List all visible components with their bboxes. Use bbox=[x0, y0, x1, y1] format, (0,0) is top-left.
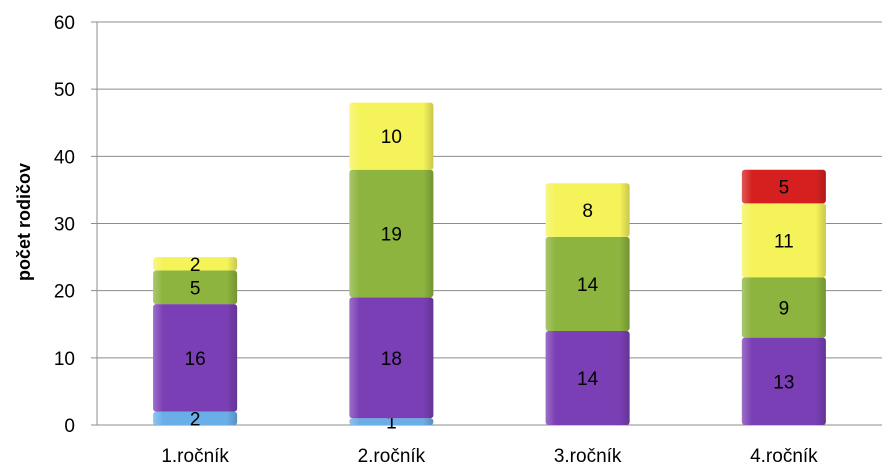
bar-segment-shading bbox=[349, 297, 434, 419]
data-label: 5 bbox=[779, 178, 790, 199]
y-tick-label: 0 bbox=[64, 416, 75, 437]
y-axis-title: počet rodičov bbox=[14, 163, 34, 281]
x-category-label: 4.ročník bbox=[750, 446, 818, 467]
x-category-label: 3.ročník bbox=[554, 446, 622, 467]
bar-segment-shading bbox=[545, 236, 630, 331]
bar-segment-shading bbox=[545, 330, 630, 425]
data-label: 10 bbox=[381, 127, 402, 148]
bar-segment-shading bbox=[349, 102, 434, 170]
bar-segment-shading bbox=[153, 270, 238, 305]
data-label: 14 bbox=[577, 275, 599, 296]
y-axis-ticks: 0 10 20 30 40 50 60 bbox=[54, 13, 75, 437]
data-label: 8 bbox=[582, 201, 593, 222]
y-tick-label: 50 bbox=[54, 80, 75, 101]
data-label: 16 bbox=[185, 349, 206, 370]
data-label: 2 bbox=[190, 409, 201, 430]
y-tick-label: 40 bbox=[54, 147, 75, 168]
data-label: 19 bbox=[381, 225, 402, 246]
data-label: 18 bbox=[381, 349, 402, 370]
bar-segment-shading bbox=[741, 203, 826, 278]
bar-segment-shading bbox=[349, 169, 434, 298]
data-label: 9 bbox=[779, 298, 790, 319]
y-tick-label: 60 bbox=[54, 13, 75, 34]
x-category-label: 2.ročník bbox=[358, 446, 426, 467]
bar-segment-shading bbox=[153, 411, 238, 425]
bar-segment-shading bbox=[153, 304, 238, 412]
bar-segment-shading bbox=[153, 257, 238, 271]
bar-segment-shading bbox=[741, 169, 826, 204]
x-axis-categories: 1.ročník 2.ročník 3.ročník 4.ročník bbox=[161, 446, 818, 467]
data-label: 2 bbox=[190, 255, 201, 276]
y-tick-label: 20 bbox=[54, 282, 75, 303]
data-label: 11 bbox=[774, 231, 794, 252]
bar-segment-shading bbox=[741, 277, 826, 338]
bar-segment-shading bbox=[741, 337, 826, 425]
data-label: 5 bbox=[190, 278, 201, 299]
y-tick-label: 30 bbox=[54, 215, 75, 236]
bar-segment-shading bbox=[349, 418, 434, 425]
x-category-label: 1.ročník bbox=[161, 446, 229, 467]
data-label: 13 bbox=[773, 372, 794, 393]
data-label: 14 bbox=[577, 369, 599, 390]
y-tick-label: 10 bbox=[54, 349, 75, 370]
bar-segment-shading bbox=[545, 183, 630, 237]
data-label: 1 bbox=[386, 413, 397, 434]
